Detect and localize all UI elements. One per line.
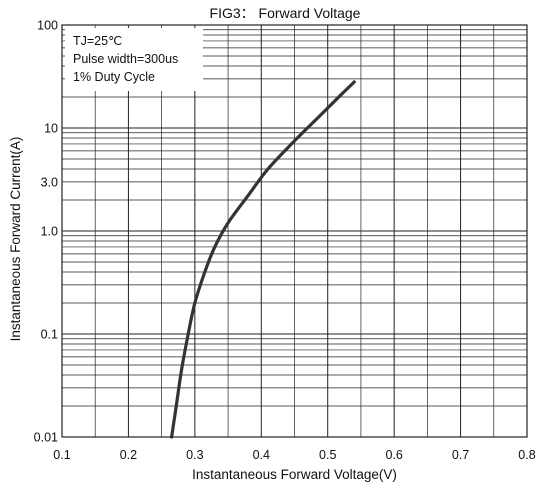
y-tick-label: 0.01 [34,431,58,445]
plot-frame [61,24,528,438]
series-layer [170,80,356,439]
x-tick-labels: 0.1 0.2 0.3 0.4 0.5 0.6 0.7 0.8 [53,448,535,462]
legend-line-3: 1% Duty Cycle [73,70,155,84]
chart-title: FIG3： Forward Voltage [210,5,361,21]
y-axis-label: Instantaneous Forward Current(A) [8,137,23,342]
x-tick-label: 0.2 [120,448,137,462]
legend-box [65,28,203,91]
x-tick-label: 0.1 [53,448,70,462]
y-tick-label: 1.0 [41,225,58,239]
forward-voltage-curve [170,80,356,439]
x-tick-label: 0.4 [253,448,270,462]
x-tick-label: 0.6 [385,448,402,462]
minor-gridlines [62,25,527,437]
x-tick-label: 0.5 [319,448,336,462]
y-tick-labels: 0.01 0.1 1.0 3.0 10 100 [34,19,58,445]
x-tick-label: 0.7 [452,448,469,462]
x-axis-label: Instantaneous Forward Voltage(V) [192,467,397,482]
y-tick-label: 100 [37,19,58,33]
y-tick-label: 3.0 [41,175,58,189]
y-tick-label: 0.1 [41,328,58,342]
y-tick-label: 10 [44,122,58,136]
legend: TJ=25℃ Pulse width=300us 1% Duty Cycle [65,28,203,91]
major-gridlines [62,25,527,438]
legend-line-2: Pulse width=300us [73,52,178,66]
x-tick-label: 0.8 [518,448,535,462]
x-tick-label: 0.3 [186,448,203,462]
legend-line-1: TJ=25℃ [73,34,122,48]
